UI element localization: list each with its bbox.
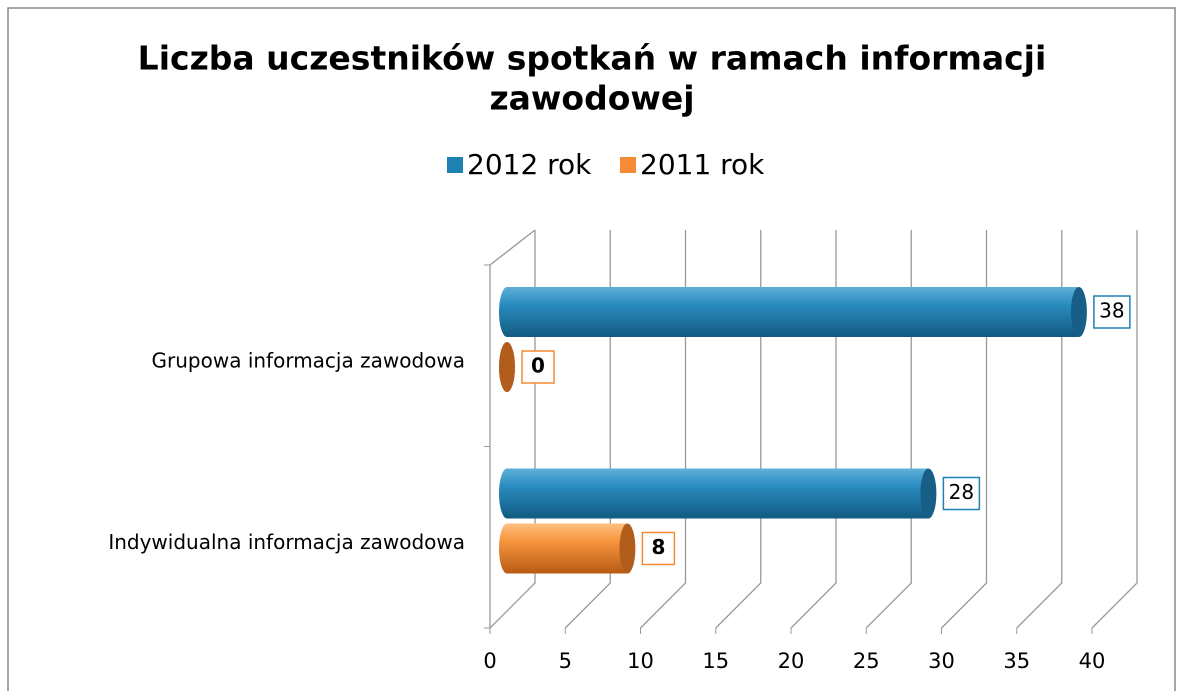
grid-line (865, 230, 912, 629)
bar-cap (920, 468, 937, 519)
grid-line (1091, 230, 1138, 629)
chart-title-line: Liczba uczestników spotkań w ramach info… (138, 39, 1047, 78)
bar-body (507, 468, 929, 519)
data-label: 28 (949, 480, 974, 504)
x-tick-label: 40 (1079, 649, 1106, 673)
chart-border (7, 7, 1176, 695)
bar (499, 342, 515, 392)
legend-swatch (447, 157, 463, 173)
bar-body (507, 523, 628, 574)
data-label: 38 (1099, 299, 1124, 323)
bar-cap (1070, 287, 1087, 337)
x-tick-label: 25 (853, 649, 880, 673)
bar-body (507, 287, 1079, 337)
data-label: 8 (651, 535, 665, 559)
x-tick-label: 15 (702, 649, 729, 673)
data-label: 0 (531, 354, 545, 378)
grid-line (715, 230, 762, 629)
data-label-box (521, 350, 555, 384)
grid-line (1016, 230, 1063, 629)
grid-line (640, 230, 687, 629)
bar (499, 287, 1087, 337)
data-label-box (1093, 295, 1131, 329)
x-tick-label: 20 (778, 649, 805, 673)
data-label-box (942, 476, 981, 511)
legend-label: 2011 rok (640, 148, 765, 181)
bar (499, 468, 937, 519)
data-label-box (641, 531, 676, 566)
chart-title-line: zawodowej (489, 79, 694, 118)
legend-swatch (620, 157, 636, 173)
grid-line (790, 230, 837, 629)
x-tick-label: 35 (1003, 649, 1030, 673)
x-tick-label: 30 (928, 649, 955, 673)
grid-line (564, 230, 611, 629)
grid-line (941, 230, 988, 629)
y-tick-label: Indywidualna informacja zawodowa (108, 530, 465, 554)
x-tick-label: 0 (483, 649, 496, 673)
bar (499, 523, 636, 574)
x-tick-label: 10 (627, 649, 654, 673)
legend-label: 2012 rok (467, 148, 592, 181)
bar-cap (619, 523, 636, 574)
bar-cap (499, 342, 515, 392)
grid-line (489, 230, 536, 629)
y-tick-label: Grupowa informacja zawodowa (152, 349, 465, 373)
x-tick-label: 5 (559, 649, 572, 673)
chart-title: Liczba uczestników spotkań w ramach info… (138, 39, 1047, 118)
